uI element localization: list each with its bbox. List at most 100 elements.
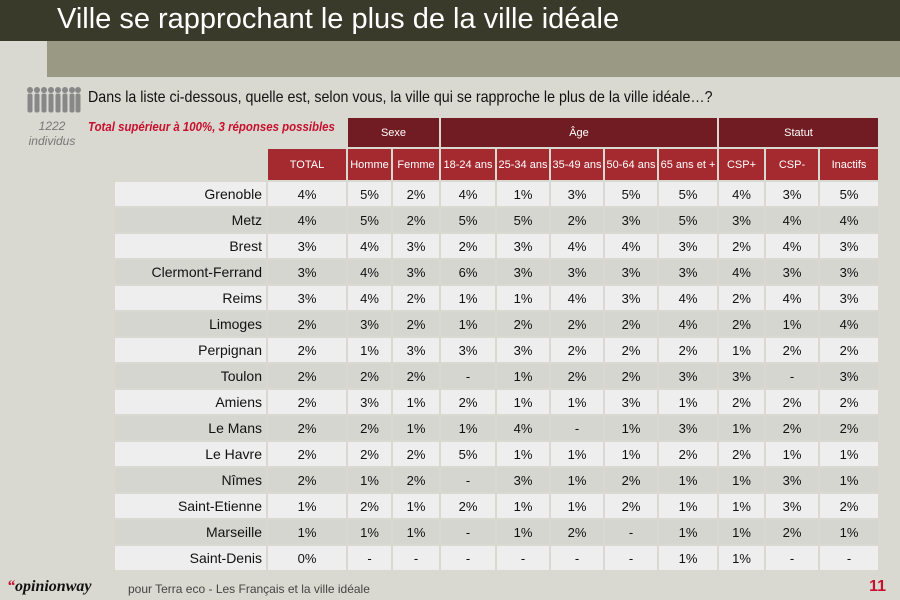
value-cell: 2% [605,494,657,518]
value-cell: - [820,546,878,570]
table-row: Saint-Denis 0% - - - - - -1% 1% - - [115,546,878,570]
value-cell: 1% [551,494,603,518]
column-header: Homme [348,149,391,180]
value-cell: - [441,364,495,388]
multiple-answers-note: Total supérieur à 100%, 3 réponses possi… [88,119,335,134]
title-bar [0,0,900,41]
value-cell: 4% [551,286,603,310]
value-cell: 3% [766,494,818,518]
table-row: Grenoble 4% 5% 2% 4% 1% 3% 5% 5% 4% 3% 5% [115,182,878,206]
value-cell: 2% [268,468,346,492]
value-cell: 2% [348,364,391,388]
value-cell: 3% [393,234,439,258]
blank-cell [268,118,346,147]
value-cell: 2% [393,182,439,206]
value-cell: 5% [605,182,657,206]
table-row: Metz 4% 5% 2% 5% 5% 2% 3% 5% 3% 4% 4% [115,208,878,232]
value-cell: 1% [497,182,549,206]
table-row: Clermont-Ferrand 3% 4% 3% 6% 3% 3% 3% 3% 4% 3% 3% [115,260,878,284]
value-cell: 3% [551,260,603,284]
value-cell: 1% [719,416,764,440]
value-cell: 1% [766,442,818,466]
value-cell: 4% [268,182,346,206]
group-header-statut: Statut [719,118,878,147]
table-row: Brest 3% 4% 3% 2% 3% 4% 4% 3% 2% 4% 3% [115,234,878,258]
value-cell: 2% [820,338,878,362]
column-header: Inactifs [820,149,878,180]
city-name: Saint-Denis [115,546,266,570]
value-cell: 3% [268,234,346,258]
value-cell: 1% [659,468,717,492]
value-cell: - [551,416,603,440]
value-cell: 2% [605,338,657,362]
value-cell: 1% [719,494,764,518]
value-cell: 1% [719,468,764,492]
value-cell: 4% [268,208,346,232]
sample-count: 1222 [38,119,66,133]
title-accent-band [47,41,900,77]
value-cell: 1% [348,520,391,544]
column-header: 18-24 ans [441,149,495,180]
value-cell: 1% [719,520,764,544]
city-name: Toulon [115,364,266,388]
page-number: 11 [869,578,886,595]
value-cell: 1% [551,442,603,466]
value-cell: 2% [393,286,439,310]
column-header: 50-64 ans [605,149,657,180]
value-cell: 2% [441,494,495,518]
column-header: CSP+ [719,149,764,180]
value-cell: 0% [268,546,346,570]
table-row: Nîmes 2% 1% 2% -3% 1% 2% 1% 1% 3% 1% [115,468,878,492]
value-cell: 4% [441,182,495,206]
value-cell: 4% [659,312,717,336]
value-cell: 1% [659,546,717,570]
value-cell: 2% [441,390,495,414]
value-cell: 2% [268,416,346,440]
value-cell: 2% [551,312,603,336]
value-cell: 2% [766,338,818,362]
value-cell: 1% [659,390,717,414]
value-cell: 4% [348,286,391,310]
value-cell: 2% [820,494,878,518]
value-cell: 2% [605,312,657,336]
group-header-sexe: Sexe [348,118,439,147]
column-header: CSP- [766,149,818,180]
value-cell: 4% [497,416,549,440]
group-header-age: Âge [441,118,717,147]
value-cell: 1% [551,390,603,414]
value-cell: 3% [659,364,717,388]
value-cell: 2% [393,442,439,466]
value-cell: 3% [659,260,717,284]
value-cell: - [441,468,495,492]
value-cell: 1% [497,390,549,414]
page-title: Ville se rapprochant le plus de la ville… [57,3,620,35]
column-header: 35-49 ans [551,149,603,180]
survey-question: Dans la liste ci-dessous, quelle est, se… [88,89,713,106]
city-name: Limoges [115,312,266,336]
value-cell: 3% [497,260,549,284]
value-cell: 3% [605,390,657,414]
value-cell: 3% [268,260,346,284]
value-cell: 2% [268,364,346,388]
city-name: Saint-Etienne [115,494,266,518]
value-cell: 2% [659,442,717,466]
value-cell: 4% [605,234,657,258]
value-cell: 2% [766,520,818,544]
value-cell: 3% [497,234,549,258]
value-cell: 2% [348,442,391,466]
value-cell: 3% [659,234,717,258]
results-table: Sexe Âge Statut TOTAL Homme Femme 18-24 … [113,116,880,572]
value-cell: 2% [551,208,603,232]
opinionway-logo: “opinionway [7,578,91,596]
value-cell: 3% [719,364,764,388]
value-cell: 1% [268,520,346,544]
value-cell: 2% [348,494,391,518]
value-cell: 3% [605,208,657,232]
logo-quote-mark: “ [7,578,15,595]
city-name: Perpignan [115,338,266,362]
value-cell: 2% [551,364,603,388]
value-cell: 1% [348,338,391,362]
value-cell: 3% [268,286,346,310]
value-cell: - [441,520,495,544]
value-cell: 1% [441,312,495,336]
